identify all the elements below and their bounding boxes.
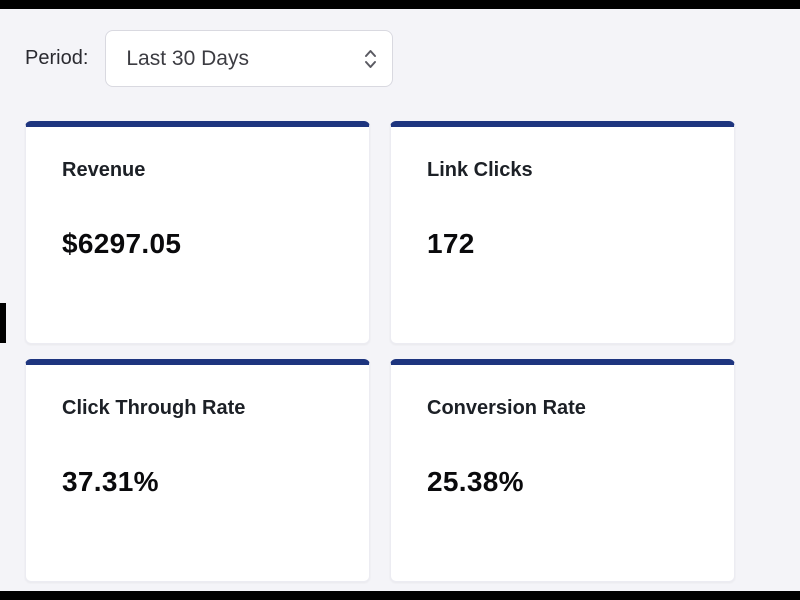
left-edge-artifact xyxy=(0,303,6,343)
dashboard: Period: Last 30 Days Revenue $6297.05 Li… xyxy=(0,9,800,582)
card-title: Click Through Rate xyxy=(62,397,246,419)
period-label: Period: xyxy=(25,47,89,69)
stat-card-revenue: Revenue $6297.05 xyxy=(25,121,370,344)
updown-chevron-icon xyxy=(364,48,377,70)
letterbox-top-bar xyxy=(0,0,800,9)
stat-card-conversion-rate: Conversion Rate 25.38% xyxy=(390,359,735,582)
period-select[interactable]: Last 30 Days xyxy=(105,30,394,87)
card-value: $6297.05 xyxy=(62,228,182,259)
stat-card-link-clicks: Link Clicks 172 xyxy=(390,121,735,344)
stat-card-click-through-rate: Click Through Rate 37.31% xyxy=(25,359,370,582)
card-value: 37.31% xyxy=(62,466,159,497)
period-row: Period: Last 30 Days xyxy=(25,30,800,87)
card-title: Link Clicks xyxy=(427,159,533,181)
card-title: Revenue xyxy=(62,159,146,181)
letterbox-bottom-bar xyxy=(0,591,800,600)
card-value: 25.38% xyxy=(427,466,524,497)
stats-grid: Revenue $6297.05 Link Clicks 172 Click T… xyxy=(25,121,800,582)
period-select-value: Last 30 Days xyxy=(126,46,249,70)
card-value: 172 xyxy=(427,228,475,259)
card-title: Conversion Rate xyxy=(427,397,586,419)
